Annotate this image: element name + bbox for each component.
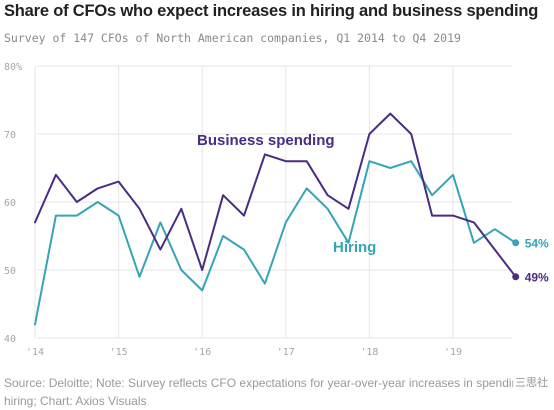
- y-axis-ticks: 40 50 60 70 80%: [4, 62, 22, 345]
- x-tick-label: '17: [277, 347, 295, 358]
- y-tick-label: 70: [4, 130, 16, 141]
- y-tick-label: 40: [4, 334, 16, 345]
- x-tick-label: '15: [110, 347, 128, 358]
- y-tick-label: 80%: [4, 62, 22, 73]
- line-chart: 40 50 60 70 80% '14 '15 '16 '17 '18 '19 54% 49% Bus…: [4, 62, 549, 358]
- series-lines: [34, 112, 520, 326]
- x-tick-label: '14: [26, 347, 44, 358]
- hiring-end-label: 54%: [525, 236, 549, 250]
- business-spending-line: [34, 112, 517, 278]
- series-labels: 54% 49% Business spending Hiring: [197, 132, 549, 284]
- y-tick-label: 60: [4, 198, 16, 209]
- business-spending-series-label: Business spending: [197, 132, 335, 149]
- chart-subtitle: Survey of 147 CFOs of North American com…: [4, 31, 461, 45]
- watermark: 三思社: [513, 374, 550, 390]
- x-tick-label: '18: [360, 347, 378, 358]
- business-spending-end-label: 49%: [525, 270, 549, 284]
- hiring-end-point: [512, 239, 520, 247]
- x-axis-ticks: '14 '15 '16 '17 '18 '19: [26, 347, 462, 358]
- business-spending-end-point: [512, 273, 520, 281]
- y-tick-label: 50: [4, 266, 16, 277]
- hiring-series-label: Hiring: [333, 239, 376, 256]
- hiring-line: [34, 160, 517, 326]
- chart-title: Share of CFOs who expect increases in hi…: [4, 2, 539, 20]
- source-note: Source: Deloitte; Note: Survey reflects …: [4, 376, 549, 408]
- grid: [34, 65, 512, 339]
- x-tick-label: '19: [444, 347, 462, 358]
- x-tick-label: '16: [193, 347, 211, 358]
